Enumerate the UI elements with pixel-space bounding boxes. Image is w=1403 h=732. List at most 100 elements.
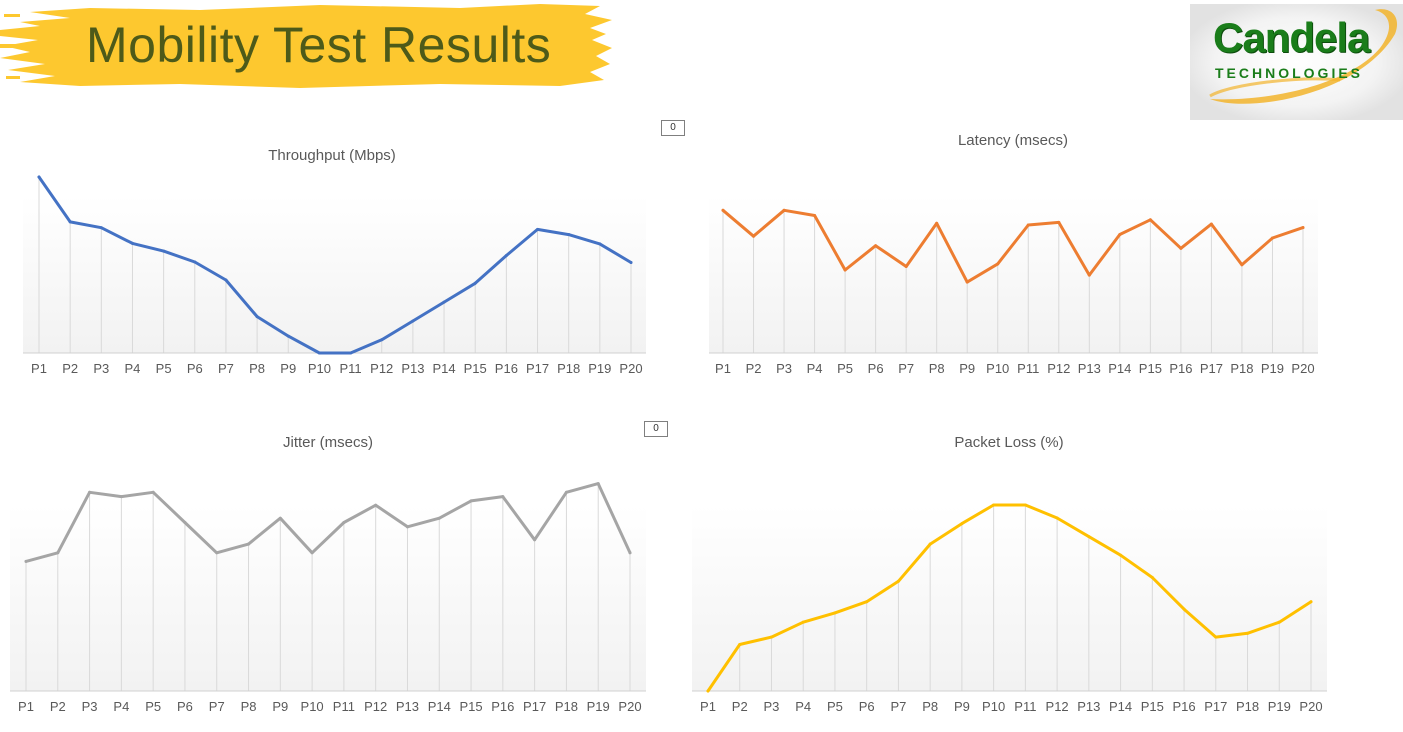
data-point bbox=[596, 482, 600, 486]
data-point bbox=[536, 227, 540, 231]
data-point bbox=[1119, 553, 1123, 557]
data-point bbox=[533, 538, 537, 542]
x-tick-label: P6 bbox=[177, 699, 193, 714]
x-tick-label: P2 bbox=[50, 699, 66, 714]
x-tick-label: P3 bbox=[764, 699, 780, 714]
x-tick-label: P17 bbox=[1200, 361, 1223, 376]
data-point bbox=[473, 281, 477, 285]
x-tick-label: P5 bbox=[156, 361, 172, 376]
plot-area bbox=[10, 505, 646, 691]
x-tick-label: P12 bbox=[364, 699, 387, 714]
data-point bbox=[215, 551, 219, 555]
data-point bbox=[1150, 576, 1154, 580]
x-tick-label: P9 bbox=[954, 699, 970, 714]
x-tick-label: P7 bbox=[898, 361, 914, 376]
chart-value-box[interactable]: 0 bbox=[644, 421, 668, 437]
x-tick-label: P10 bbox=[301, 699, 324, 714]
x-tick-label: P17 bbox=[526, 361, 549, 376]
data-point bbox=[1309, 600, 1313, 604]
x-tick-label: P15 bbox=[459, 699, 482, 714]
data-point bbox=[1179, 246, 1183, 250]
data-point bbox=[349, 351, 353, 355]
banner-brush-shape bbox=[0, 4, 612, 88]
chart-title: Jitter (msecs) bbox=[283, 434, 373, 451]
x-tick-label: P10 bbox=[986, 361, 1009, 376]
data-point bbox=[992, 503, 996, 507]
data-point bbox=[564, 490, 568, 494]
data-point bbox=[278, 516, 282, 520]
data-point bbox=[928, 542, 932, 546]
x-tick-label: P5 bbox=[837, 361, 853, 376]
data-point bbox=[162, 249, 166, 253]
x-tick-label: P2 bbox=[732, 699, 748, 714]
x-tick-label: P2 bbox=[62, 361, 78, 376]
data-point bbox=[1055, 516, 1059, 520]
data-point bbox=[782, 208, 786, 212]
x-tick-label: P1 bbox=[700, 699, 716, 714]
data-point bbox=[904, 265, 908, 268]
data-point bbox=[437, 516, 441, 520]
chart-title: Packet Loss (%) bbox=[954, 434, 1063, 451]
data-point bbox=[896, 579, 900, 583]
plot-area bbox=[692, 505, 1327, 691]
x-tick-label: P3 bbox=[776, 361, 792, 376]
data-point bbox=[193, 260, 197, 264]
data-point bbox=[960, 522, 964, 526]
x-tick-label: P19 bbox=[588, 361, 611, 376]
throughput-chart: P1 P2 P3 P4 P5 P6 P7 P8 P9 P10 P11 P12 P13 P14 P15 P16 P… bbox=[23, 147, 646, 376]
data-point bbox=[99, 226, 103, 230]
x-tick-label: P13 bbox=[396, 699, 419, 714]
x-tick-label: P11 bbox=[1017, 361, 1039, 376]
x-tick-label: P4 bbox=[807, 361, 823, 376]
data-point bbox=[1023, 503, 1027, 507]
data-point bbox=[1182, 607, 1186, 611]
data-point bbox=[1277, 620, 1281, 624]
x-tick-label: P1 bbox=[18, 699, 34, 714]
x-tick-label: P17 bbox=[523, 699, 546, 714]
plot-area bbox=[23, 195, 646, 353]
x-tick-label: P8 bbox=[241, 699, 257, 714]
data-point bbox=[247, 542, 251, 546]
x-tick-label: P5 bbox=[145, 699, 161, 714]
data-point bbox=[1087, 535, 1091, 539]
x-tick-label: P13 bbox=[1078, 361, 1101, 376]
data-point bbox=[1214, 635, 1218, 639]
data-point bbox=[833, 611, 837, 615]
x-tick-label: P15 bbox=[464, 361, 487, 376]
data-point bbox=[469, 499, 473, 503]
x-tick-label: P14 bbox=[432, 361, 455, 376]
x-tick-label: P16 bbox=[1172, 699, 1195, 714]
x-tick-label: P4 bbox=[795, 699, 811, 714]
x-tick-label: P2 bbox=[746, 361, 762, 376]
x-tick-label: P14 bbox=[1109, 699, 1132, 714]
x-tick-label: P8 bbox=[922, 699, 938, 714]
data-point bbox=[706, 689, 710, 693]
data-point bbox=[1057, 220, 1061, 224]
jitter-chart: P1 P2 P3 P4 P5 P6 P7 P8 P9 P10 P11 P12 P13 P14 P15 P16 P… bbox=[10, 434, 646, 714]
x-tick-label: P1 bbox=[715, 361, 731, 376]
data-point bbox=[151, 490, 155, 494]
x-tick-label: P4 bbox=[113, 699, 129, 714]
x-tick-label: P15 bbox=[1139, 361, 1162, 376]
data-point bbox=[224, 278, 228, 282]
x-tick-label: P20 bbox=[618, 699, 641, 714]
x-tick-label: P18 bbox=[1236, 699, 1259, 714]
data-point bbox=[738, 643, 742, 646]
logo-subtitle: TECHNOLOGIES bbox=[1215, 65, 1364, 81]
data-point bbox=[342, 521, 346, 525]
data-point bbox=[380, 338, 384, 342]
chart-value-box[interactable]: 0 bbox=[661, 120, 685, 136]
data-point bbox=[310, 551, 314, 555]
x-tick-label: P4 bbox=[125, 361, 141, 376]
data-point bbox=[37, 175, 41, 179]
x-tick-label: P18 bbox=[557, 361, 580, 376]
packet-loss-series-line bbox=[706, 503, 1313, 693]
x-tick-label: P20 bbox=[619, 361, 642, 376]
data-point bbox=[119, 495, 123, 499]
data-point bbox=[255, 315, 259, 319]
data-point bbox=[1246, 631, 1250, 635]
data-point bbox=[874, 244, 878, 248]
x-tick-label: P20 bbox=[1291, 361, 1314, 376]
plot-area bbox=[709, 195, 1318, 353]
